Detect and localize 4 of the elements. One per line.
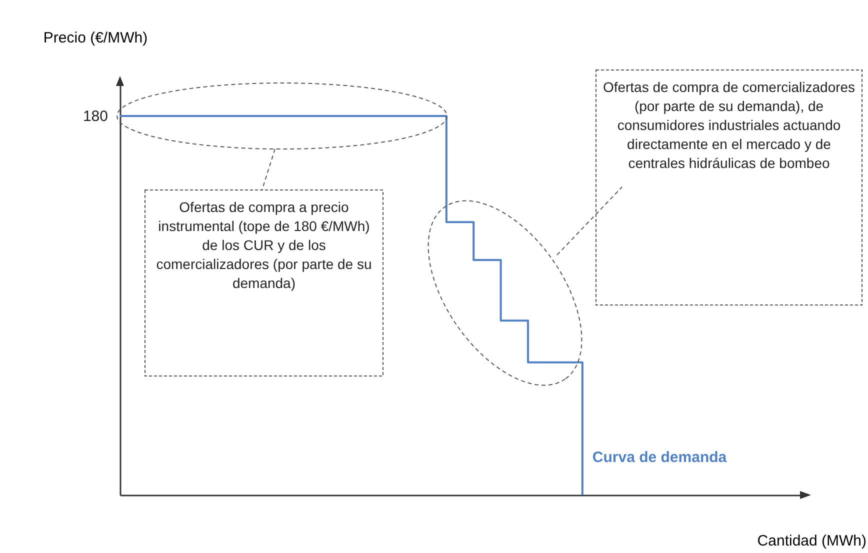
y-axis-title: Precio (€/MWh): [43, 30, 148, 46]
series-label: Curva de demanda: [592, 449, 728, 466]
x-axis-title: Cantidad (MWh): [757, 532, 866, 550]
text: 180: [82, 108, 108, 125]
